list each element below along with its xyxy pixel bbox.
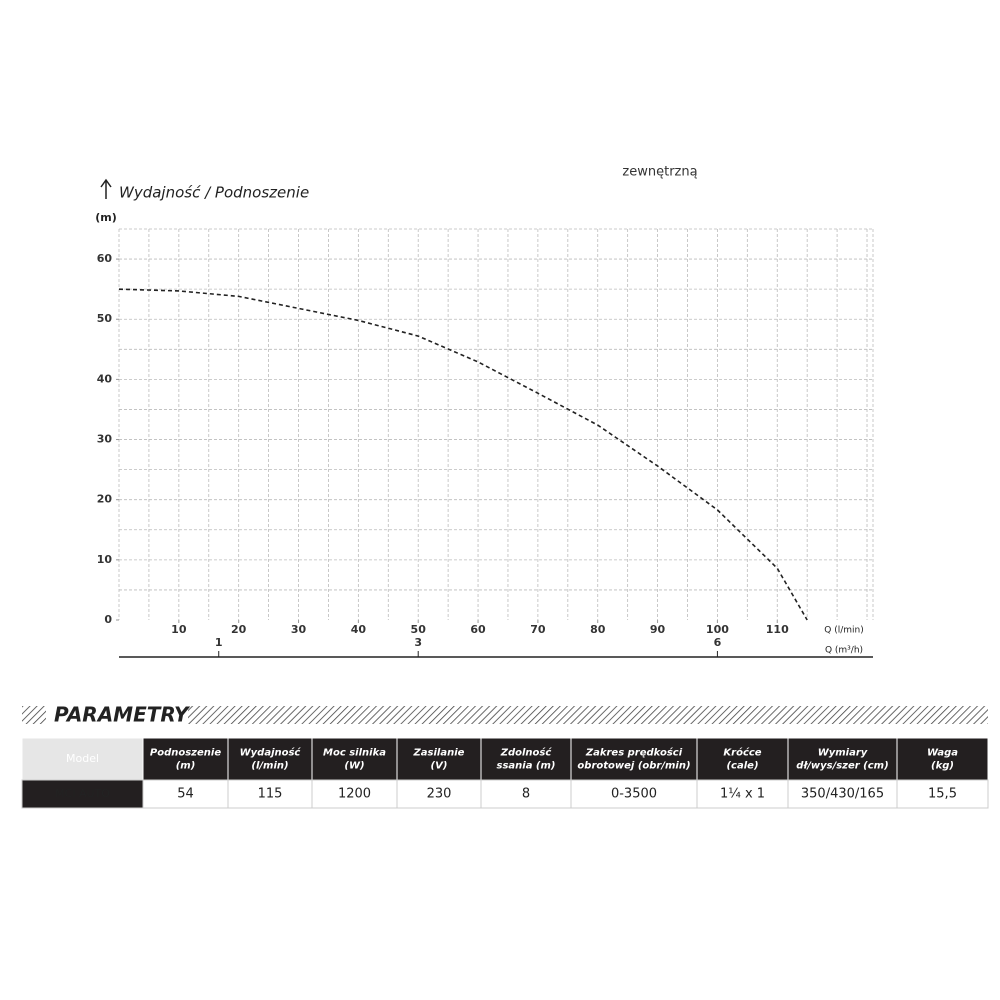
x-tick-label: 70 xyxy=(530,623,546,636)
x-tick-label: 30 xyxy=(291,623,307,636)
cell xyxy=(311,779,398,809)
x-tick-label: 50 xyxy=(411,623,427,636)
header-text: Zdolność xyxy=(500,747,553,759)
x-tick-label: 10 xyxy=(171,623,187,636)
stripe xyxy=(188,706,988,724)
cell xyxy=(896,779,989,809)
axis-arrow xyxy=(100,178,112,199)
cell-text: 350/430/165 xyxy=(801,787,884,802)
y-tick-label: 20 xyxy=(97,493,113,506)
header-text: Króćce xyxy=(723,747,761,759)
cell-text: 0-3500 xyxy=(611,787,657,802)
cell-text: 54 xyxy=(177,787,194,802)
header-text: obrotowej (obr/min) xyxy=(577,761,690,772)
y-tick-label: 0 xyxy=(104,613,112,626)
header-text: (W) xyxy=(344,761,364,772)
cell-text: 1¼ x 1 xyxy=(720,787,765,802)
y-axis-title: Wydajność / Podnoszenie xyxy=(119,184,309,202)
y-tick-label: 30 xyxy=(97,433,113,446)
x2-axis-title: Q (m³/h) xyxy=(825,646,863,656)
header-text: Moc silnika xyxy=(323,748,386,759)
header-text: Podnoszenie xyxy=(150,748,221,759)
header-cell xyxy=(311,737,398,781)
header-cell xyxy=(787,737,898,781)
cell-text: 8 xyxy=(522,787,530,802)
header-cell xyxy=(896,737,989,781)
x2-tick-label: 6 xyxy=(714,636,722,649)
cell-text: 115 xyxy=(258,787,283,802)
header-text: Waga xyxy=(927,748,958,759)
pump-curve xyxy=(118,288,808,621)
header-text: (cale) xyxy=(726,761,758,772)
x2-tick-label: 3 xyxy=(414,636,422,649)
header-cell xyxy=(396,737,482,781)
header-text: (kg) xyxy=(931,761,954,772)
x-axis-title: Q (l/min) xyxy=(824,626,863,636)
header-cell xyxy=(480,737,572,781)
cell xyxy=(696,779,789,809)
header-cell xyxy=(142,737,229,781)
cell-text: 230 xyxy=(427,787,452,802)
header-cell xyxy=(570,737,698,781)
header-text: (m) xyxy=(176,761,196,772)
x-tick-label: 20 xyxy=(231,623,247,636)
stripe xyxy=(22,706,46,724)
x-tick-label: 60 xyxy=(470,623,486,636)
header-text: (V) xyxy=(431,761,448,772)
header-text: Zasilanie xyxy=(413,748,465,759)
header-text: (l/min) xyxy=(251,761,288,772)
x-tick-label: 40 xyxy=(351,623,367,636)
y-tick-label: 40 xyxy=(97,372,113,385)
header-text: Wymiary xyxy=(818,748,868,759)
cropped-text: zewnętrzną xyxy=(622,165,697,180)
header-text: ssania (m) xyxy=(497,761,556,772)
y-axis-unit: (m) xyxy=(95,211,117,224)
x-tick-label: 90 xyxy=(650,623,666,636)
header-text: Model xyxy=(66,752,99,765)
table: Model Podnoszenie (m) Wydajność (l/min) Moc s… xyxy=(21,737,989,809)
cell xyxy=(480,779,572,809)
y-tick-label: 60 xyxy=(97,252,113,265)
header-text: Wydajność xyxy=(240,747,302,759)
cell-text: 1200 xyxy=(338,787,371,802)
x-tick-label: 100 xyxy=(706,623,729,636)
y-tick-label: 10 xyxy=(97,553,113,566)
cell xyxy=(570,779,698,809)
x-tick-label: 80 xyxy=(590,623,606,636)
header-cell xyxy=(696,737,789,781)
cell xyxy=(396,779,482,809)
header-text: Zakres prędkości xyxy=(585,747,683,759)
cell xyxy=(142,779,229,809)
cell-text: 15,5 xyxy=(928,787,957,802)
x2-tick-label: 1 xyxy=(215,636,223,649)
cell xyxy=(227,779,313,809)
header-cell xyxy=(227,737,313,781)
cell xyxy=(787,779,898,809)
header-text: dł/wys/szer (cm) xyxy=(796,761,888,772)
y-tick-label: 50 xyxy=(97,312,113,325)
header-cell xyxy=(21,737,144,781)
section-title: PARAMETRY xyxy=(54,703,191,727)
chart: 0 10 20 30 40 50 60 10 20 30 40 50 60 70 80 90 100 110 1 3 6 xyxy=(97,228,874,658)
cell-text: MCI AUTO xyxy=(55,787,110,800)
x-tick-label: 110 xyxy=(766,623,789,636)
cell xyxy=(21,779,144,809)
